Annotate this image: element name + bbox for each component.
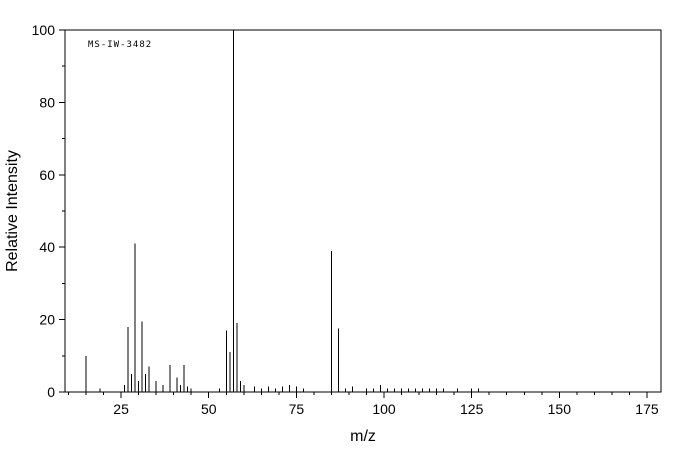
y-tick-label: 40: [39, 239, 55, 255]
y-axis-title: Relative Intensity: [4, 150, 21, 272]
x-tick-label: 100: [372, 401, 396, 417]
x-tick-label: 125: [460, 401, 484, 417]
plot-background: [65, 30, 661, 392]
x-axis-title: m/z: [350, 428, 376, 445]
spectrum-id-label: MS-IW-3482: [88, 40, 152, 50]
y-tick-label: 0: [47, 384, 55, 400]
x-tick-label: 50: [201, 401, 217, 417]
x-tick-label: 175: [635, 401, 659, 417]
y-tick-label: 100: [32, 22, 56, 38]
x-tick-label: 75: [289, 401, 305, 417]
peaks-group: [85, 30, 480, 392]
x-tick-label: 25: [113, 401, 129, 417]
tick-labels-group: 25 50 75 100 125 150 175 0 20 40 60 80 100: [32, 22, 659, 417]
y-tick-label: 60: [39, 167, 55, 183]
y-tick-label: 20: [39, 312, 55, 328]
y-tick-label: 80: [39, 94, 55, 110]
x-tick-label: 150: [548, 401, 572, 417]
plot-frame: [64, 29, 662, 393]
